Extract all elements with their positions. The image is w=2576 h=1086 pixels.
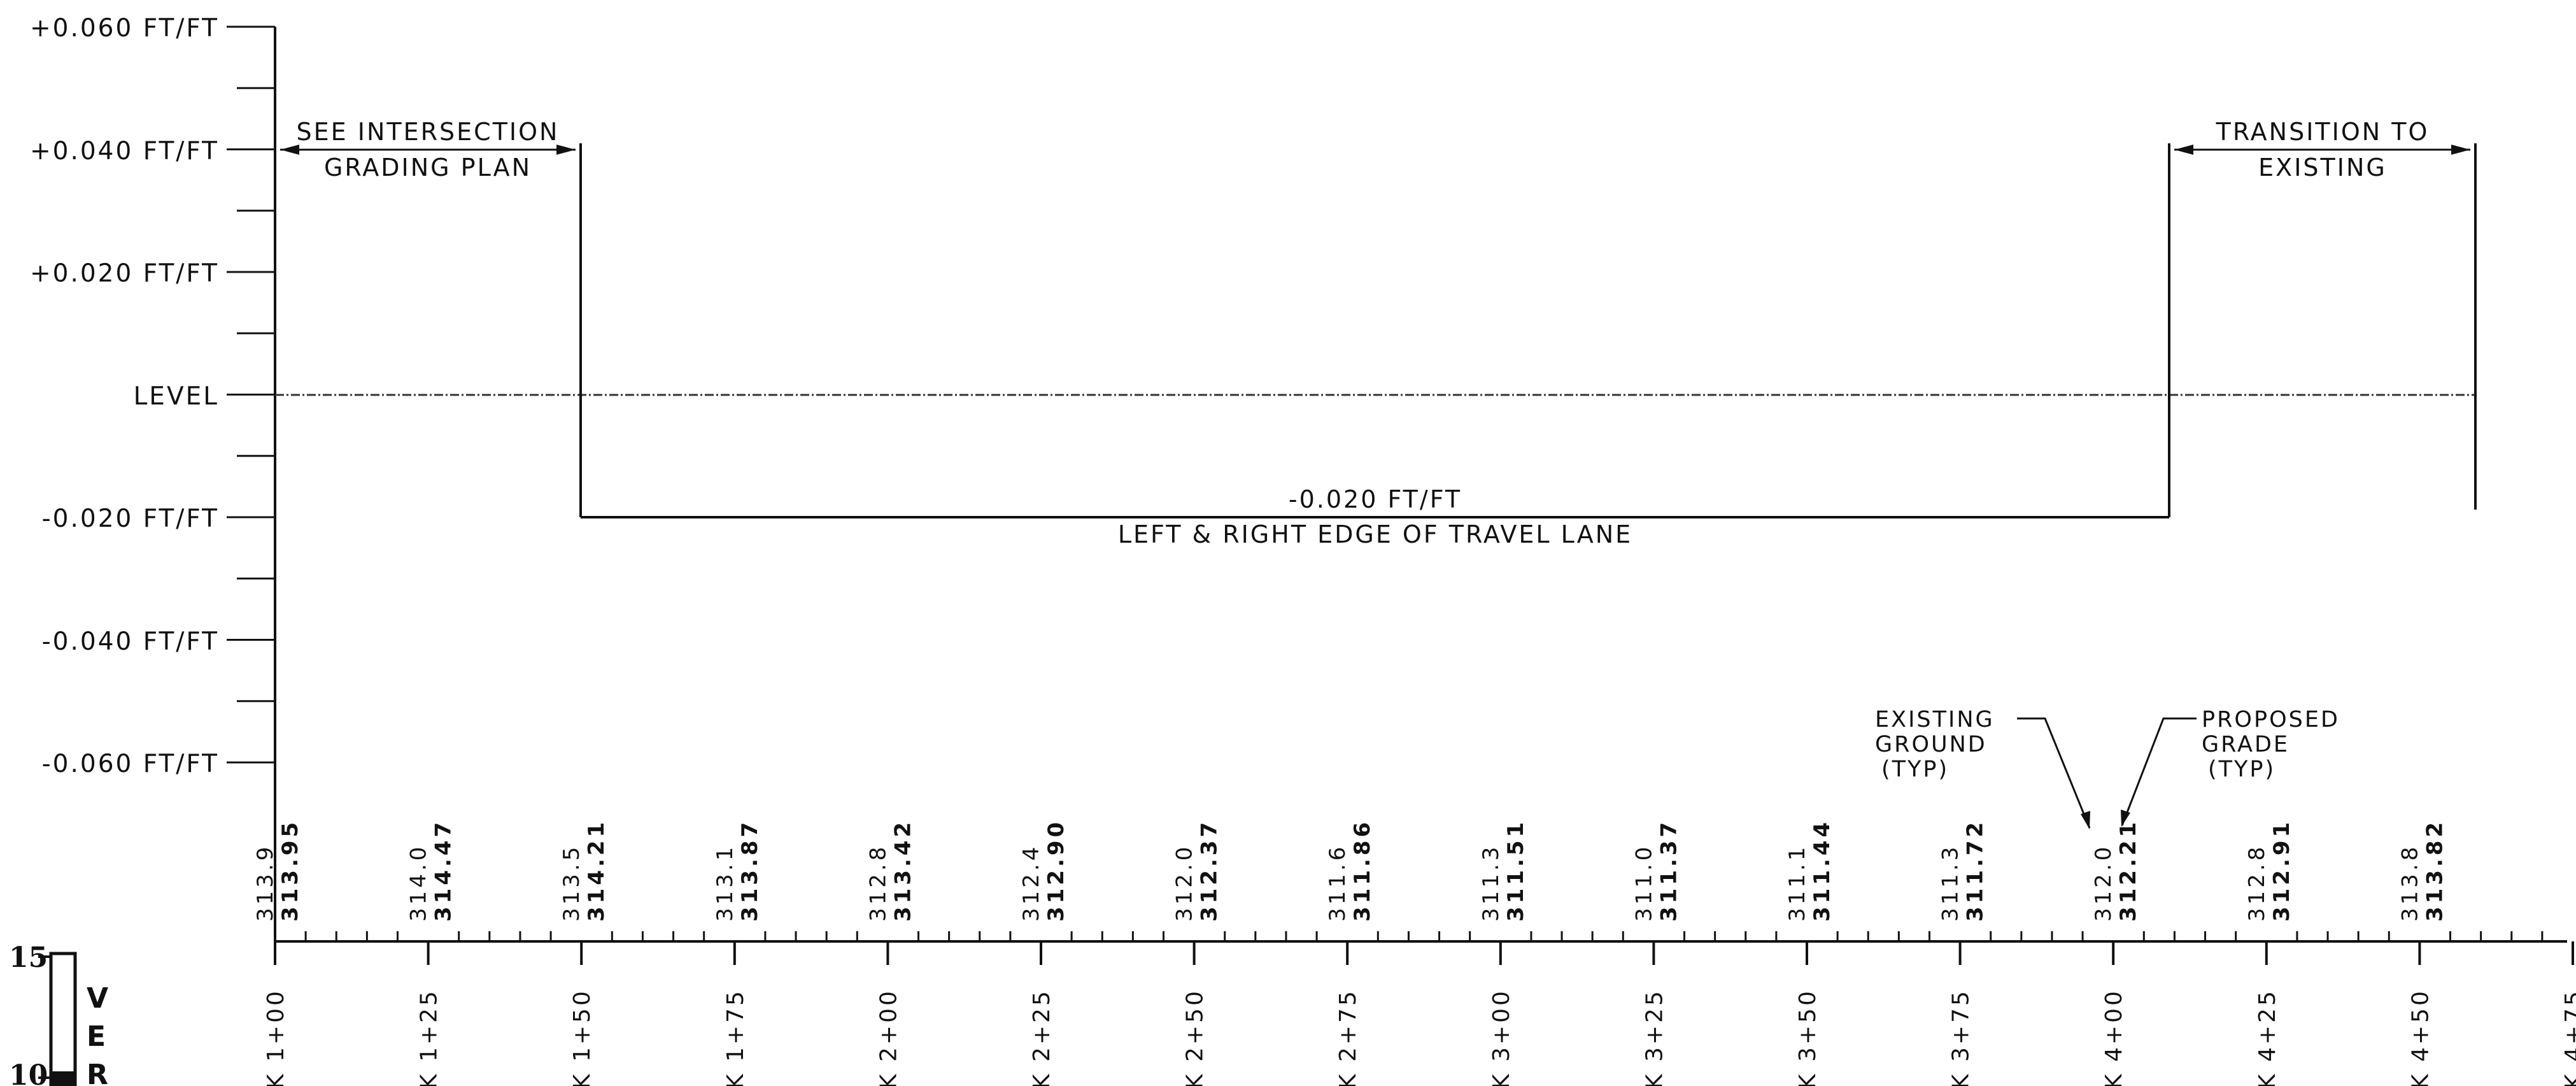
existing-ground-line-3: (TYP) xyxy=(1881,757,1949,782)
elevation-readouts: 313.9 313.95 314.0 314.47 313.5 314.21 313.1 31… xyxy=(253,819,2447,922)
dim-arrow-left xyxy=(2174,145,2193,155)
station-label: K 4+25 xyxy=(2254,989,2281,1086)
see-intersection-line-2: GRADING PLAN xyxy=(324,154,532,182)
station-label: K 3+25 xyxy=(1641,989,1667,1086)
scale-letter-r: R xyxy=(87,1059,108,1086)
y-label-plus-060: +0.060 FT/FT xyxy=(30,14,219,43)
proposed-elevation: 311.51 xyxy=(1503,819,1529,922)
existing-ground-arrow xyxy=(2081,811,2090,829)
y-label-plus-020: +0.020 FT/FT xyxy=(30,259,219,288)
proposed-elevation: 312.90 xyxy=(1044,819,1069,922)
proposed-elevation: 312.91 xyxy=(2269,819,2295,922)
proposed-elevation: 312.21 xyxy=(2116,819,2141,922)
existing-ground-leader xyxy=(2017,717,2091,829)
dim-arrow-right xyxy=(2451,145,2470,155)
proposed-elevation: 314.47 xyxy=(431,819,456,922)
station-labels: K 1+00 K 1+25 K 1+50 K 1+75 K 2+00 K 2+25 K 2+… xyxy=(263,989,2576,1086)
scale-bar-outline xyxy=(49,952,77,1086)
existing-elevation: 313.5 xyxy=(559,844,584,922)
existing-elevation: 311.1 xyxy=(1785,844,1810,922)
slope-value-label: -0.020 FT/FT xyxy=(1289,485,1462,513)
proposed-elevation: 313.82 xyxy=(2422,819,2447,922)
scale-letter-e: E xyxy=(87,1020,106,1053)
existing-elevation: 311.6 xyxy=(1325,844,1350,922)
station-label: K 3+00 xyxy=(1489,989,1515,1086)
station-label: K 1+50 xyxy=(569,989,595,1086)
proposed-elevation: 311.44 xyxy=(1809,819,1835,922)
transition-line-1: TRANSITION TO xyxy=(2216,118,2430,146)
slope-description-label: LEFT & RIGHT EDGE OF TRAVEL LANE xyxy=(1118,520,1632,548)
existing-elevation: 313.9 xyxy=(253,844,278,922)
proposed-grade-callout: PROPOSED GRADE (TYP) xyxy=(2121,707,2340,827)
existing-ground-line-1: EXISTING xyxy=(1875,707,1995,732)
existing-elevation: 312.8 xyxy=(865,844,891,922)
dim-arrow-left xyxy=(280,145,299,155)
transition-dimension: TRANSITION TO EXISTING xyxy=(2174,118,2470,182)
y-label-minus-020: -0.020 FT/FT xyxy=(42,504,219,533)
see-intersection-line-1: SEE INTERSECTION xyxy=(297,118,560,146)
station-label: K 2+25 xyxy=(1029,989,1055,1086)
scale-number-10: 10 xyxy=(9,1059,48,1086)
station-label: K 4+50 xyxy=(2407,989,2433,1086)
station-label: K 4+00 xyxy=(2101,989,2127,1086)
proposed-elevation: 311.86 xyxy=(1350,819,1375,922)
station-ticks xyxy=(274,931,2574,965)
proposed-elevation: 313.42 xyxy=(890,819,916,922)
vertical-scale-key: 15 10 V E R xyxy=(9,941,108,1086)
proposed-elevation: 311.37 xyxy=(1656,819,1681,922)
station-label: K 3+50 xyxy=(1795,989,1821,1086)
existing-elevation: 312.8 xyxy=(2244,844,2270,922)
y-axis-ticks xyxy=(227,25,275,764)
proposed-elevation: 311.72 xyxy=(1963,819,1988,922)
station-label: K 2+00 xyxy=(875,989,902,1086)
y-label-level: LEVEL xyxy=(134,382,219,411)
existing-elevation: 314.0 xyxy=(406,844,432,922)
y-axis: +0.060 FT/FT +0.040 FT/FT +0.020 FT/FT L… xyxy=(30,14,276,941)
existing-elevation: 312.4 xyxy=(1019,844,1044,922)
existing-elevation: 312.0 xyxy=(1172,844,1198,922)
proposed-grade-arrow xyxy=(2121,810,2130,827)
proposed-elevation: 314.21 xyxy=(584,819,609,922)
scale-letter-v: V xyxy=(87,982,108,1015)
y-axis-labels: +0.060 FT/FT +0.040 FT/FT +0.020 FT/FT L… xyxy=(30,14,219,778)
existing-elevation: 311.3 xyxy=(1478,844,1504,922)
see-intersection-dimension: SEE INTERSECTION GRADING PLAN xyxy=(280,118,576,182)
proposed-elevation: 313.95 xyxy=(278,819,303,922)
y-label-plus-040: +0.040 FT/FT xyxy=(30,137,219,166)
proposed-grade-line-1: PROPOSED xyxy=(2202,707,2340,732)
station-label: K 4+75 xyxy=(2561,989,2576,1086)
existing-ground-callout: EXISTING GROUND (TYP) xyxy=(1875,707,2091,829)
station-label: K 1+25 xyxy=(416,989,442,1086)
existing-ground-line-2: GROUND xyxy=(1875,732,1987,757)
existing-elevation: 311.0 xyxy=(1631,844,1657,922)
proposed-grade-line-2: GRADE xyxy=(2202,732,2289,757)
y-label-minus-060: -0.060 FT/FT xyxy=(42,750,219,778)
existing-elevation: 312.0 xyxy=(2091,844,2116,922)
existing-elevation: 311.3 xyxy=(1938,844,1964,922)
station-label: K 3+75 xyxy=(1948,989,1974,1086)
station-label: K 1+00 xyxy=(263,989,289,1086)
proposed-elevation: 313.87 xyxy=(737,819,763,922)
station-label: K 1+75 xyxy=(723,989,749,1086)
cross-slope-profile xyxy=(579,143,2477,518)
station-label: K 2+50 xyxy=(1182,989,1208,1086)
proposed-grade-line-3: (TYP) xyxy=(2208,757,2275,782)
existing-elevation: 313.1 xyxy=(712,844,738,922)
station-label: K 2+75 xyxy=(1335,989,1361,1086)
proposed-elevation: 312.37 xyxy=(1197,819,1222,922)
proposed-grade-leader xyxy=(2121,717,2197,826)
station-axis: K 1+00 K 1+25 K 1+50 K 1+75 K 2+00 K 2+25 K 2+… xyxy=(263,931,2576,1086)
scale-bar-fill xyxy=(52,1071,74,1086)
transition-line-2: EXISTING xyxy=(2258,154,2387,182)
dim-arrow-right xyxy=(556,145,576,155)
y-label-minus-040: -0.040 FT/FT xyxy=(42,627,219,656)
existing-elevation: 313.8 xyxy=(2397,844,2423,922)
